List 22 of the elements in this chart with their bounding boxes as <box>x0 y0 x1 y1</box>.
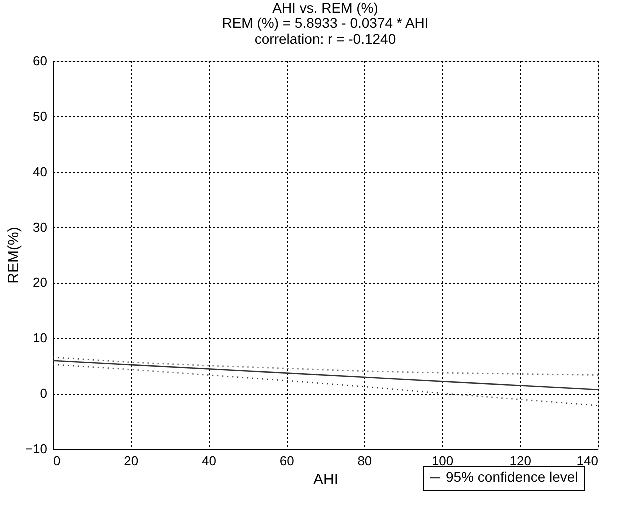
y-axis-title: REM(%) <box>5 227 22 284</box>
x-tick-label: 80 <box>358 454 372 468</box>
y-tick-label: 60 <box>33 54 48 68</box>
y-tick-label: 20 <box>33 275 48 290</box>
x-tick-label: 120 <box>510 454 532 468</box>
x-tick-label: 20 <box>124 454 139 468</box>
x-tick-label: 140 <box>576 454 598 468</box>
y-tick-label: 40 <box>33 164 48 180</box>
y-tick-label: 50 <box>33 108 48 124</box>
y-tick-label: 0 <box>40 386 48 402</box>
x-tick-label: 40 <box>202 454 216 468</box>
legend-label: 95% confidence level <box>446 469 578 485</box>
chart-title: AHI vs. REM (%) <box>272 0 378 16</box>
x-tick-label: 0 <box>54 454 61 468</box>
x-axis-title: AHI <box>313 472 339 488</box>
chart-subtitle: REM (%) = 5.8933 - 0.0374 * AHI correlation: r = -0.1240 <box>222 15 429 47</box>
y-tick-label: 10 <box>33 330 48 346</box>
y-tick-label: −10 <box>25 442 48 456</box>
line-series <box>52 364 599 406</box>
x-tick-label: 100 <box>432 454 454 468</box>
y-tick-label: 30 <box>33 220 48 235</box>
x-tick-label: 60 <box>280 454 294 468</box>
